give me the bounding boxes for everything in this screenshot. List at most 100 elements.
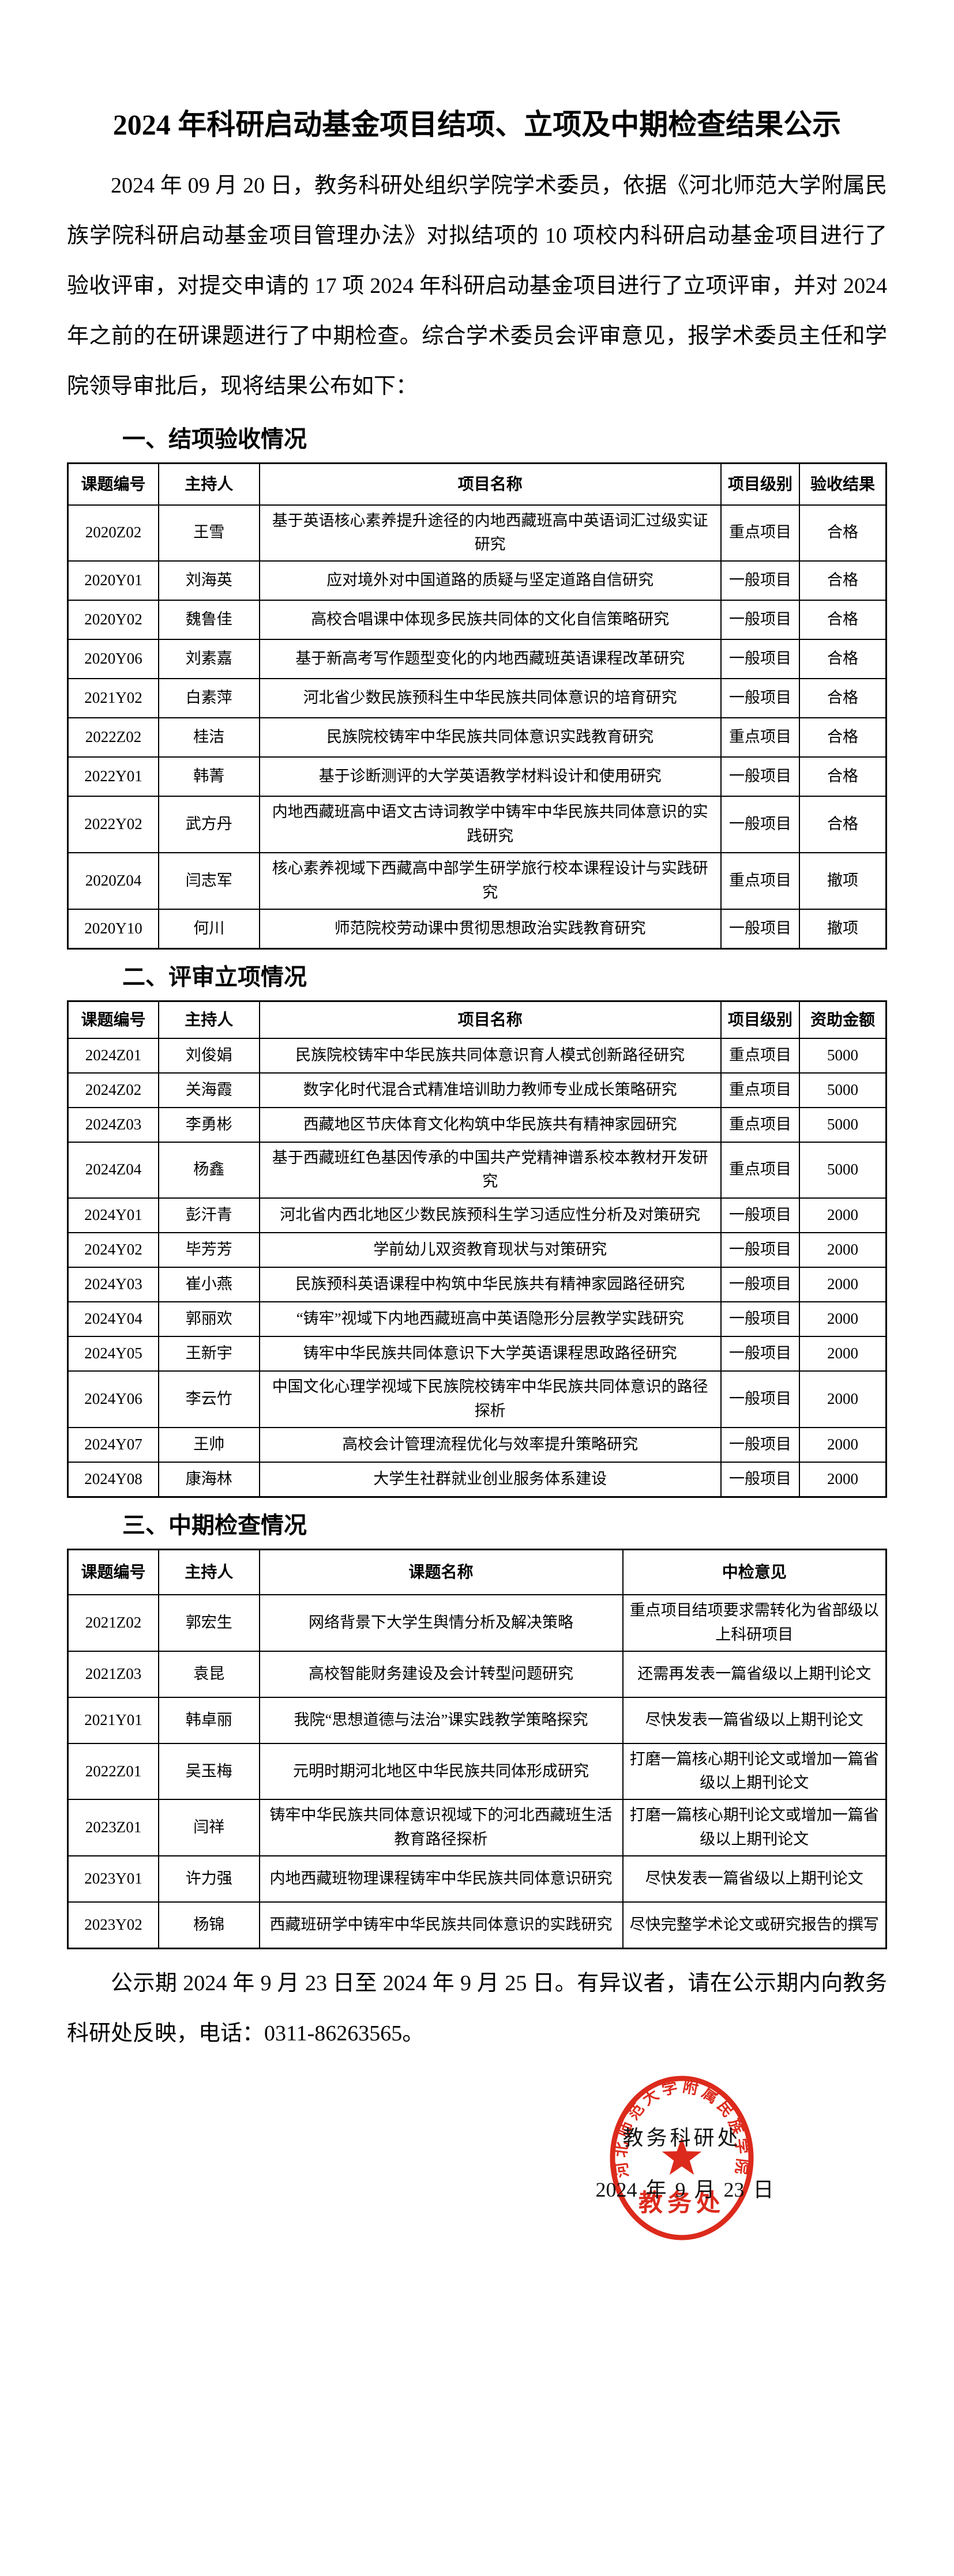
table-row: 2022Z01 吴玉梅 元明时期河北地区中华民族共同体形成研究 打磨一篇核心期刊论文或… xyxy=(67,1742,887,1801)
table3-cell-r6c0: 2023Y02 xyxy=(67,1901,159,1949)
table2-cell-r11c4: 2000 xyxy=(799,1461,887,1498)
table-row: 2024Z01 刘俊娟 民族院校铸牢中华民族共同体意识育人模式创新路径研究 重点项目 5… xyxy=(67,1037,887,1074)
table-row: 2024Z02 关海霞 数字化时代混合式精准培训助力教师专业成长策略研究 重点项目 50… xyxy=(67,1072,887,1108)
table3-header-2: 课题名称 xyxy=(258,1549,624,1595)
table2-cell-r3c0: 2024Z04 xyxy=(67,1141,159,1199)
table2-cell-r8c4: 2000 xyxy=(799,1336,887,1372)
table2-cell-r5c3: 一般项目 xyxy=(720,1232,801,1268)
table1-cell-r7c1: 武方丹 xyxy=(158,796,260,853)
table2-cell-r4c2: 河北省内西北地区少数民族预科生学习适应性分析及对策研究 xyxy=(258,1197,722,1234)
table1-cell-r1c3: 一般项目 xyxy=(720,560,801,601)
table2-cell-r8c3: 一般项目 xyxy=(720,1336,801,1372)
table3-cell-r3c1: 吴玉梅 xyxy=(158,1742,260,1801)
table1-header-1: 主持人 xyxy=(158,462,260,506)
table-row: 2024Z03 李勇彬 西藏地区节庆体育文化构筑中华民族共有精神家园研究 重点项目 50… xyxy=(67,1106,887,1143)
table3-cell-r3c2: 元明时期河北地区中华民族共同体形成研究 xyxy=(258,1742,624,1801)
table1-cell-r6c1: 韩菁 xyxy=(158,756,260,797)
table1-cell-r0c4: 合格 xyxy=(799,504,887,562)
table2-cell-r0c3: 重点项目 xyxy=(720,1037,801,1074)
table2-cell-r9c0: 2024Y06 xyxy=(67,1370,159,1428)
table3-cell-r2c1: 韩卓丽 xyxy=(158,1696,260,1744)
table2-cell-r6c0: 2024Y03 xyxy=(67,1267,159,1303)
midterm-check-table: 课题编号 主持人 课题名称 中检意见 2021Z02 郭宏生 网络背景下大学生舆情分析及解… xyxy=(67,1548,887,1949)
table2-cell-r5c1: 毕芳芳 xyxy=(158,1232,260,1268)
table1-cell-r3c2: 基于新高考写作题型变化的内地西藏班英语课程改革研究 xyxy=(258,639,722,680)
table3-cell-r1c2: 高校智能财务建设及会计转型问题研究 xyxy=(258,1650,624,1698)
table3-cell-r2c2: 我院“思想道德与法治”课实践教学策略探究 xyxy=(258,1696,624,1744)
table1-cell-r1c4: 合格 xyxy=(799,560,887,601)
table-row: 2020Y02 魏鲁佳 高校合唱课中体现多民族共同体的文化自信策略研究 一般项目 合格 xyxy=(67,600,887,641)
table2-header-3: 项目级别 xyxy=(720,1000,801,1039)
table1-cell-r7c2: 内地西藏班高中语文古诗词教学中铸牢中华民族共同体意识的实践研究 xyxy=(258,796,722,853)
table2-cell-r11c0: 2024Y08 xyxy=(67,1461,159,1498)
table2-cell-r10c4: 2000 xyxy=(799,1426,887,1463)
table2-cell-r4c3: 一般项目 xyxy=(720,1197,801,1234)
table2-cell-r5c4: 2000 xyxy=(799,1232,887,1268)
table2-cell-r3c3: 重点项目 xyxy=(720,1141,801,1199)
table1-cell-r7c4: 合格 xyxy=(799,796,887,853)
table1-cell-r1c1: 刘海英 xyxy=(158,560,260,601)
table-row: 2022Z02 桂洁 民族院校铸牢中华民族共同体意识实践教育研究 重点项目 合格 xyxy=(67,717,887,758)
table-row: 2021Y02 白素萍 河北省少数民族预科生中华民族共同体意识的培育研究 一般项目 合格 xyxy=(67,678,887,719)
table3-cell-r5c3: 尽快发表一篇省级以上期刊论文 xyxy=(622,1855,887,1903)
table2-cell-r0c4: 5000 xyxy=(799,1037,887,1074)
table1-cell-r0c2: 基于英语核心素养提升途径的内地西藏班高中英语词汇过级实证研究 xyxy=(258,504,722,562)
table2-cell-r9c2: 中国文化心理学视域下民族院校铸牢中华民族共同体意识的路径探析 xyxy=(258,1370,722,1428)
table2-cell-r6c2: 民族预科英语课程中构筑中华民族共有精神家园路径研究 xyxy=(258,1267,722,1303)
table3-cell-r0c3: 重点项目结项要求需转化为省部级以上科研项目 xyxy=(622,1594,887,1652)
table1-cell-r4c4: 合格 xyxy=(799,678,887,719)
table1-cell-r9c1: 何川 xyxy=(158,908,260,950)
table-row: 2024Y01 彭汗青 河北省内西北地区少数民族预科生学习适应性分析及对策研究 一般项… xyxy=(67,1197,887,1234)
table2-cell-r2c1: 李勇彬 xyxy=(158,1106,260,1143)
table1-cell-r6c0: 2022Y01 xyxy=(67,756,159,797)
table2-cell-r10c3: 一般项目 xyxy=(720,1426,801,1463)
table2-cell-r11c2: 大学生社群就业创业服务体系建设 xyxy=(258,1461,722,1498)
table3-cell-r6c2: 西藏班研学中铸牢中华民族共同体意识的实践研究 xyxy=(258,1901,624,1949)
table-row: 2024Y06 李云竹 中国文化心理学视域下民族院校铸牢中华民族共同体意识的路径探析… xyxy=(67,1370,887,1428)
table-row: 2023Y01 许力强 内地西藏班物理课程铸牢中华民族共同体意识研究 尽快发表一篇省级… xyxy=(67,1855,887,1903)
table2-cell-r9c3: 一般项目 xyxy=(720,1370,801,1428)
table2-header-2: 项目名称 xyxy=(258,1000,722,1039)
table1-cell-r3c0: 2020Y06 xyxy=(67,639,159,680)
table3-cell-r5c1: 许力强 xyxy=(158,1855,260,1903)
table1-cell-r2c2: 高校合唱课中体现多民族共同体的文化自信策略研究 xyxy=(258,600,722,641)
table-row: 2023Z01 闫祥 铸牢中华民族共同体意识视域下的河北西藏班生活教育路径探析 打磨一… xyxy=(67,1799,887,1856)
table2-cell-r3c2: 基于西藏班红色基因传承的中国共产党精神谱系校本教材开发研究 xyxy=(258,1141,722,1199)
table2-cell-r7c2: “铸牢”视域下内地西藏班高中英语隐形分层教学实践研究 xyxy=(258,1301,722,1338)
table-row: 2024Z04 杨鑫 基于西藏班红色基因传承的中国共产党精神谱系校本教材开发研究 重点… xyxy=(67,1141,887,1199)
table2-cell-r6c3: 一般项目 xyxy=(720,1267,801,1303)
footer-paragraph: 公示期 2024 年 9 月 23 日至 2024 年 9 月 25 日。有异议… xyxy=(67,1971,887,2046)
table3-cell-r4c0: 2023Z01 xyxy=(67,1799,159,1856)
table2-cell-r11c1: 康海林 xyxy=(158,1461,260,1498)
table1-cell-r2c0: 2020Y02 xyxy=(67,600,159,641)
table3-header-3: 中检意见 xyxy=(622,1549,887,1595)
intro-paragraph: 2024 年 09 月 20 日，教务科研处组织学院学术委员，依据《河北师范大学… xyxy=(67,173,887,398)
table2-cell-r7c0: 2024Y04 xyxy=(67,1301,159,1338)
table2-cell-r2c2: 西藏地区节庆体育文化构筑中华民族共有精神家园研究 xyxy=(258,1106,722,1143)
table1-cell-r2c1: 魏鲁佳 xyxy=(158,600,260,641)
table2-cell-r0c1: 刘俊娟 xyxy=(158,1037,260,1074)
table2-header-0: 课题编号 xyxy=(67,1000,159,1039)
table1-cell-r4c1: 白素萍 xyxy=(158,678,260,719)
table1-cell-r4c0: 2021Y02 xyxy=(67,678,159,719)
table1-cell-r2c3: 一般项目 xyxy=(720,600,801,641)
table2-cell-r0c2: 民族院校铸牢中华民族共同体意识育人模式创新路径研究 xyxy=(258,1037,722,1074)
table1-cell-r7c0: 2022Y02 xyxy=(67,796,159,853)
table3-header-1: 主持人 xyxy=(158,1549,260,1595)
table1-cell-r5c3: 重点项目 xyxy=(720,717,801,758)
signature-department: 教务科研处 xyxy=(622,2126,741,2149)
table-header-row: 课题编号 主持人 课题名称 中检意见 xyxy=(67,1549,887,1595)
table2-cell-r7c3: 一般项目 xyxy=(720,1301,801,1338)
table3-cell-r0c2: 网络背景下大学生舆情分析及解决策略 xyxy=(258,1594,624,1652)
table1-cell-r8c3: 重点项目 xyxy=(720,852,801,910)
table3-cell-r2c3: 尽快发表一篇省级以上期刊论文 xyxy=(622,1696,887,1744)
table2-cell-r2c3: 重点项目 xyxy=(720,1106,801,1143)
table2-cell-r9c1: 李云竹 xyxy=(158,1370,260,1428)
table3-cell-r3c3: 打磨一篇核心期刊论文或增加一篇省级以上期刊论文 xyxy=(622,1742,887,1801)
table-header-row: 课题编号 主持人 项目名称 项目级别 资助金额 xyxy=(67,1000,887,1039)
table-row: 2024Y08 康海林 大学生社群就业创业服务体系建设 一般项目 2000 xyxy=(67,1461,887,1498)
table2-cell-r5c0: 2024Y02 xyxy=(67,1232,159,1268)
table2-cell-r10c1: 王帅 xyxy=(158,1426,260,1463)
table1-cell-r0c3: 重点项目 xyxy=(720,504,801,562)
table1-cell-r5c4: 合格 xyxy=(799,717,887,758)
